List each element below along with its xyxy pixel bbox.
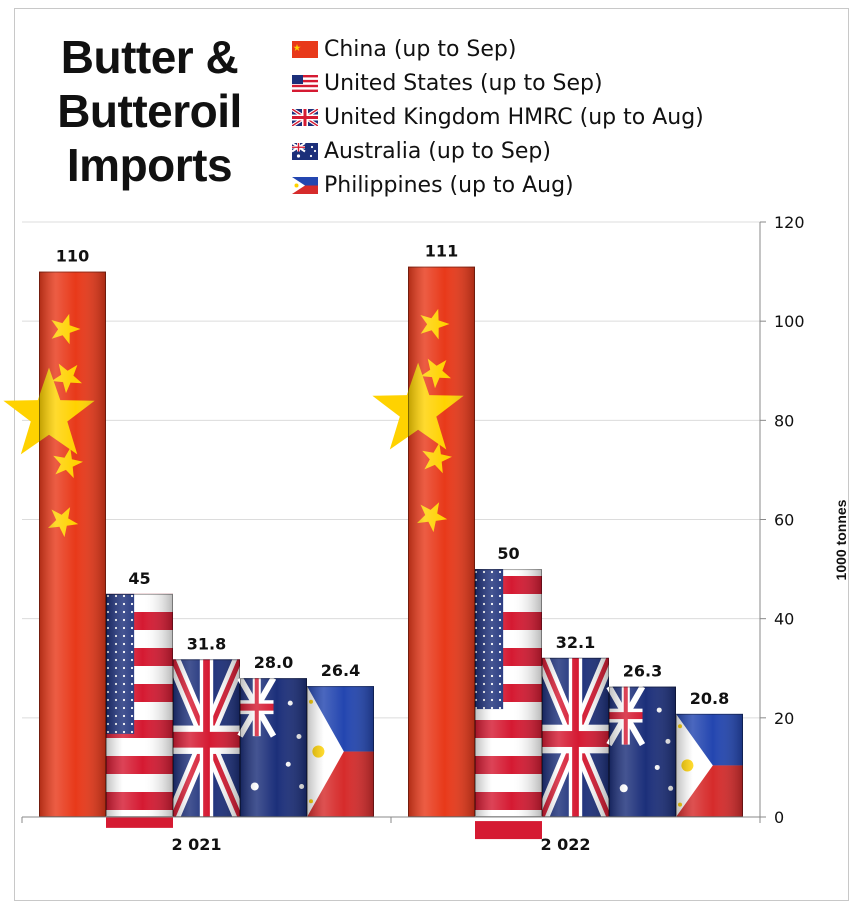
bar-us-2	[475, 569, 542, 847]
bar-shading	[475, 569, 542, 817]
chart-title: Butter & Butteroil Imports	[22, 30, 277, 192]
uk-flag-icon	[292, 108, 318, 126]
bar-shading	[173, 659, 240, 817]
y-tick-label: 40	[774, 610, 794, 629]
y-tick-label: 100	[774, 312, 805, 331]
australia-flag-icon	[292, 142, 318, 160]
data-label: 26.4	[321, 661, 360, 680]
bar-us-1	[106, 593, 173, 835]
x-category-label: 2 021	[171, 835, 221, 854]
bar-shading	[609, 686, 676, 817]
data-label: 50	[497, 544, 519, 563]
bars: 110 45 31.8 28.0 26.4 111 50 32.1 26.3 20.8	[3, 242, 743, 847]
data-label: 32.1	[556, 633, 595, 652]
data-label: 26.3	[623, 662, 662, 681]
bar-australia-2	[606, 685, 676, 817]
title-line-1: Butter &	[60, 31, 239, 83]
axes: 0 20 40 60 80 100 120 1000 tonnes 2 021 2 022	[21, 213, 849, 854]
bar-shading	[307, 686, 374, 817]
legend-label: United Kingdom HMRC (up to Aug)	[324, 104, 704, 130]
legend-item-china[interactable]: China (up to Sep)	[292, 32, 704, 66]
y-tick-label: 60	[774, 511, 794, 530]
bar-china-2	[372, 266, 475, 817]
y-axis-label: 1000 tonnes	[833, 499, 849, 580]
data-label: 20.8	[690, 689, 729, 708]
data-label: 111	[425, 242, 458, 261]
philippines-flag-icon	[292, 176, 318, 194]
legend: China (up to Sep) United States (up to S…	[292, 32, 704, 202]
legend-item-philippines[interactable]: Philippines (up to Aug)	[292, 168, 704, 202]
legend-label: Philippines (up to Aug)	[324, 172, 574, 198]
y-tick-label: 20	[774, 709, 794, 728]
bar-uk-2	[542, 657, 609, 818]
legend-label: China (up to Sep)	[324, 36, 517, 62]
y-tick-label: 120	[774, 213, 805, 232]
y-tick-label: 0	[774, 808, 784, 827]
data-label: 45	[128, 569, 150, 588]
bar-shading	[542, 657, 609, 817]
bar-australia-1	[237, 676, 307, 818]
data-label: 110	[56, 247, 89, 266]
data-label: 31.8	[187, 634, 226, 653]
bar-philippines-1	[307, 686, 374, 817]
title-line-2: Butteroil	[57, 85, 242, 137]
bar-shading	[676, 713, 743, 817]
us-flag-icon	[292, 74, 318, 92]
bar-shading	[39, 271, 106, 817]
y-tick-label: 80	[774, 411, 794, 430]
china-flag-icon	[292, 40, 318, 58]
x-category-label: 2 022	[540, 835, 590, 854]
legend-item-united-states[interactable]: United States (up to Sep)	[292, 66, 704, 100]
legend-item-united-kingdom[interactable]: United Kingdom HMRC (up to Aug)	[292, 100, 704, 134]
bar-philippines-2	[676, 713, 743, 817]
data-label: 28.0	[254, 653, 293, 672]
legend-label: United States (up to Sep)	[324, 70, 603, 96]
bar-shading	[106, 593, 173, 817]
title-line-3: Imports	[66, 139, 233, 191]
bar-uk-1	[173, 659, 240, 818]
legend-item-australia[interactable]: Australia (up to Sep)	[292, 134, 704, 168]
bar-shading	[240, 678, 307, 817]
legend-label: Australia (up to Sep)	[324, 138, 551, 164]
bar-china-1	[3, 271, 106, 818]
bar-shading	[408, 266, 475, 817]
